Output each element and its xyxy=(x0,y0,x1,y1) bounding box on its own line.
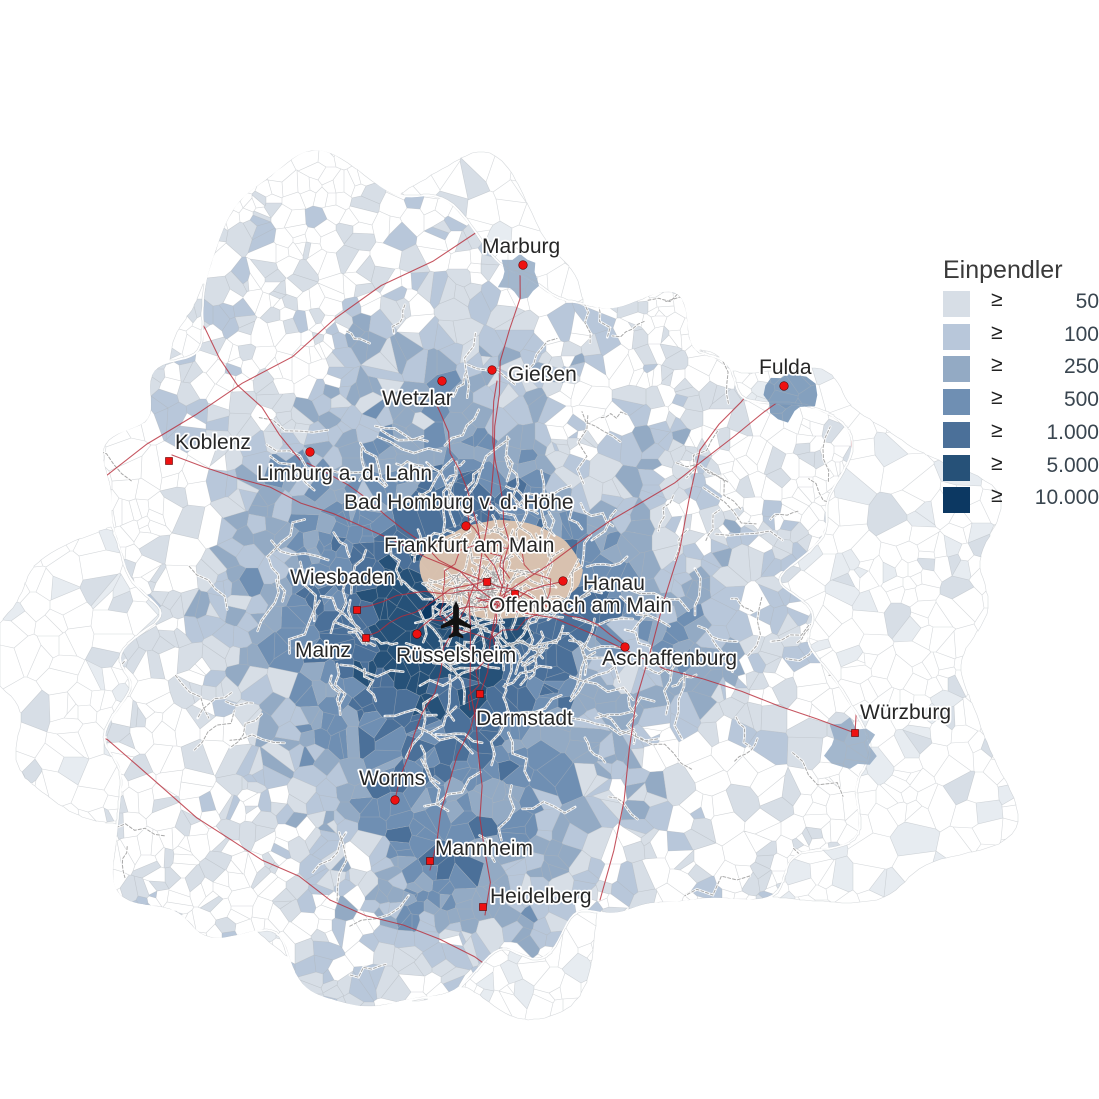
svg-text:Worms: Worms xyxy=(359,767,425,790)
svg-text:Darmstadt: Darmstadt xyxy=(476,707,573,730)
svg-text:Wiesbaden: Wiesbaden xyxy=(290,566,395,589)
svg-text:Würzburg: Würzburg xyxy=(860,701,951,724)
svg-text:Fulda: Fulda xyxy=(759,356,812,379)
svg-text:Mannheim: Mannheim xyxy=(435,837,533,860)
svg-text:Aschaffenburg: Aschaffenburg xyxy=(602,647,737,670)
svg-text:Frankfurt am Main: Frankfurt am Main xyxy=(384,534,554,557)
svg-text:Rüsselsheim: Rüsselsheim xyxy=(396,644,516,667)
svg-text:Koblenz: Koblenz xyxy=(175,431,251,454)
svg-text:Mainz: Mainz xyxy=(295,639,351,662)
svg-text:Marburg: Marburg xyxy=(482,235,560,258)
svg-text:Wetzlar: Wetzlar xyxy=(382,387,453,410)
svg-text:Bad Homburg v. d. Höhe: Bad Homburg v. d. Höhe xyxy=(344,491,574,514)
svg-text:Limburg a. d. Lahn: Limburg a. d. Lahn xyxy=(257,462,432,485)
svg-text:Gießen: Gießen xyxy=(508,363,577,386)
svg-text:Offenbach am Main: Offenbach am Main xyxy=(489,594,672,617)
svg-text:Hanau: Hanau xyxy=(583,572,645,595)
svg-text:Heidelberg: Heidelberg xyxy=(490,885,592,908)
